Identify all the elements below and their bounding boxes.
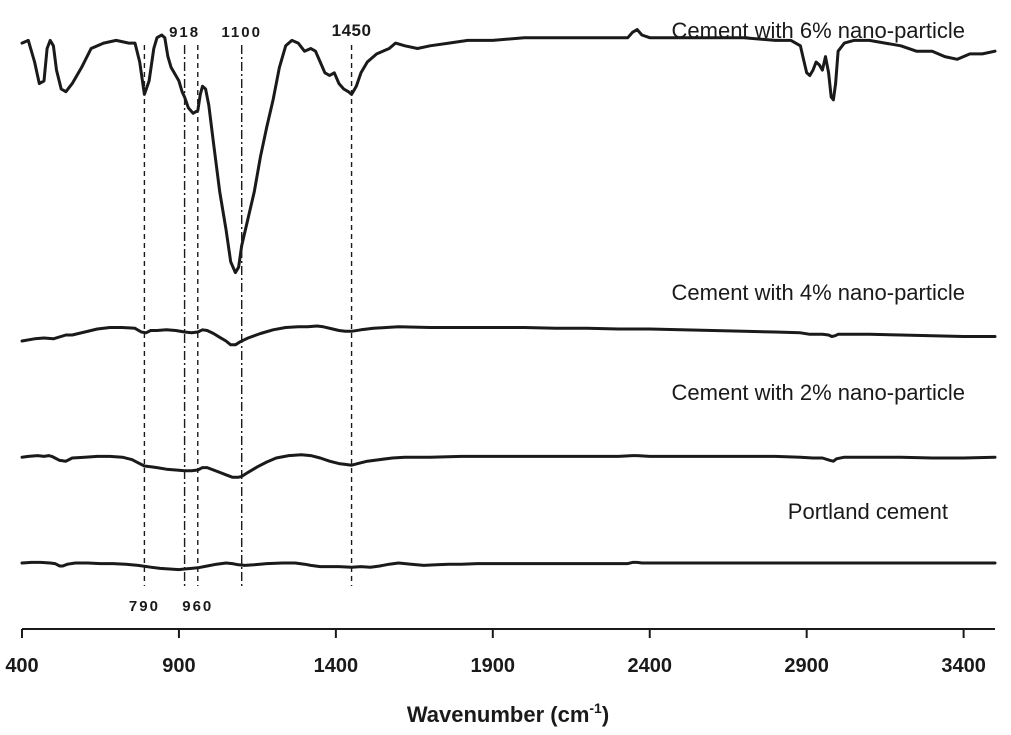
series-line-4 [20,560,997,572]
x-tick-label-2900: 2900 [784,655,829,677]
x-axis-title-superscript: -1 [589,700,602,716]
x-tick-label-2400: 2400 [627,655,672,677]
spectra-curves [20,28,997,572]
series-label-2: Cement with 4% nano-particle [672,280,965,305]
series-label-4: Portland cement [788,499,948,524]
x-tick-label-400: 400 [5,655,38,677]
reference-lines [143,45,353,586]
series-label-3: Cement with 2% nano-particle [672,380,965,405]
annotation-label-1100: 1100 [221,24,262,41]
x-axis-title-main: Wavenumber (cm [407,702,590,727]
x-tick-label-1900: 1900 [471,655,516,677]
annotation-label-918: 918 [169,24,200,41]
series-label-1: Cement with 6% nano-particle [672,18,965,43]
series-line-2 [20,324,997,347]
series-line-1 [20,28,997,275]
annotation-labels: 918 1100 1450 790 960 [129,21,372,615]
series-labels: Cement with 6% nano-particle Cement with … [672,18,965,524]
x-axis-title-close: ) [602,702,609,727]
annotation-label-790: 790 [129,598,160,615]
x-tick-label-900: 900 [162,655,195,677]
annotation-label-960: 960 [182,598,213,615]
x-axis-title: Wavenumber (cm-1) [407,700,609,727]
annotation-label-1450: 1450 [332,21,372,40]
x-tick-label-1400: 1400 [314,655,359,677]
x-axis-ticks: 400 900 1400 1900 2400 2900 3400 [5,629,986,677]
series-line-3 [20,453,997,479]
x-tick-label-3400: 3400 [941,655,986,677]
